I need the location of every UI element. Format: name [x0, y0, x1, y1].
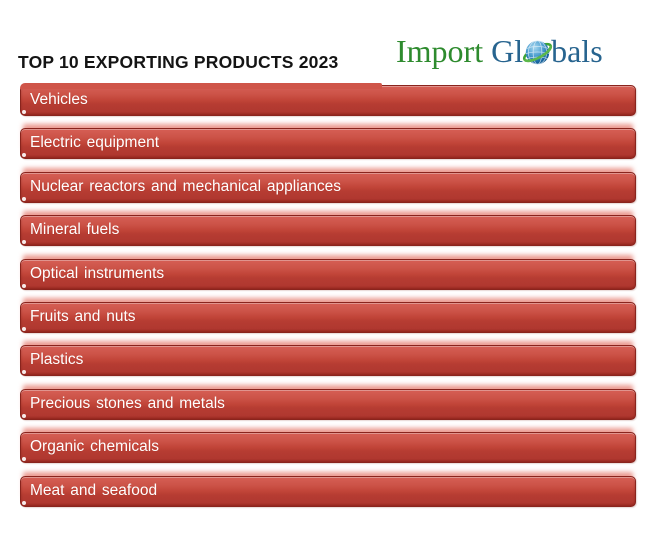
list-item-label: Nuclear reactors and mechanical applianc…: [30, 177, 341, 195]
list-item-10: Meat and seafood: [20, 475, 636, 507]
page-title: TOP 10 EXPORTING PRODUCTS 2023: [18, 52, 339, 72]
list-item-5: Optical instruments: [20, 258, 636, 290]
list-item-label: Precious stones and metals: [30, 394, 225, 412]
brand-logo: Import Gl bals: [396, 33, 603, 69]
list-item-label: Organic chemicals: [30, 438, 159, 456]
list-item-label: Meat and seafood: [30, 481, 158, 499]
logo-word-import: Import: [396, 33, 484, 69]
list-item-label: Fruits and nuts: [30, 307, 136, 325]
list-item-label: Plastics: [30, 351, 84, 369]
list-item-label: Mineral fuels: [30, 221, 120, 239]
product-list: Vehicles Electric equipment Nuclear reac…: [20, 83, 636, 507]
list-item-1: Vehicles: [20, 83, 636, 116]
list-item-4: Mineral fuels: [20, 215, 636, 247]
list-item-3: Nuclear reactors and mechanical applianc…: [20, 171, 636, 203]
list-item-2: Electric equipment: [20, 128, 636, 160]
list-item-7: Plastics: [20, 345, 636, 377]
list-item-label: Optical instruments: [30, 264, 165, 282]
globe-icon: [521, 36, 554, 69]
logo-word-bals: bals: [551, 33, 603, 69]
logo-word-gl: Gl: [491, 33, 524, 69]
list-item-8: Precious stones and metals: [20, 388, 636, 420]
list-item-6: Fruits and nuts: [20, 301, 636, 333]
list-item-label: Vehicles: [30, 91, 88, 108]
list-item-label: Electric equipment: [30, 134, 160, 152]
list-item-9: Organic chemicals: [20, 432, 636, 464]
